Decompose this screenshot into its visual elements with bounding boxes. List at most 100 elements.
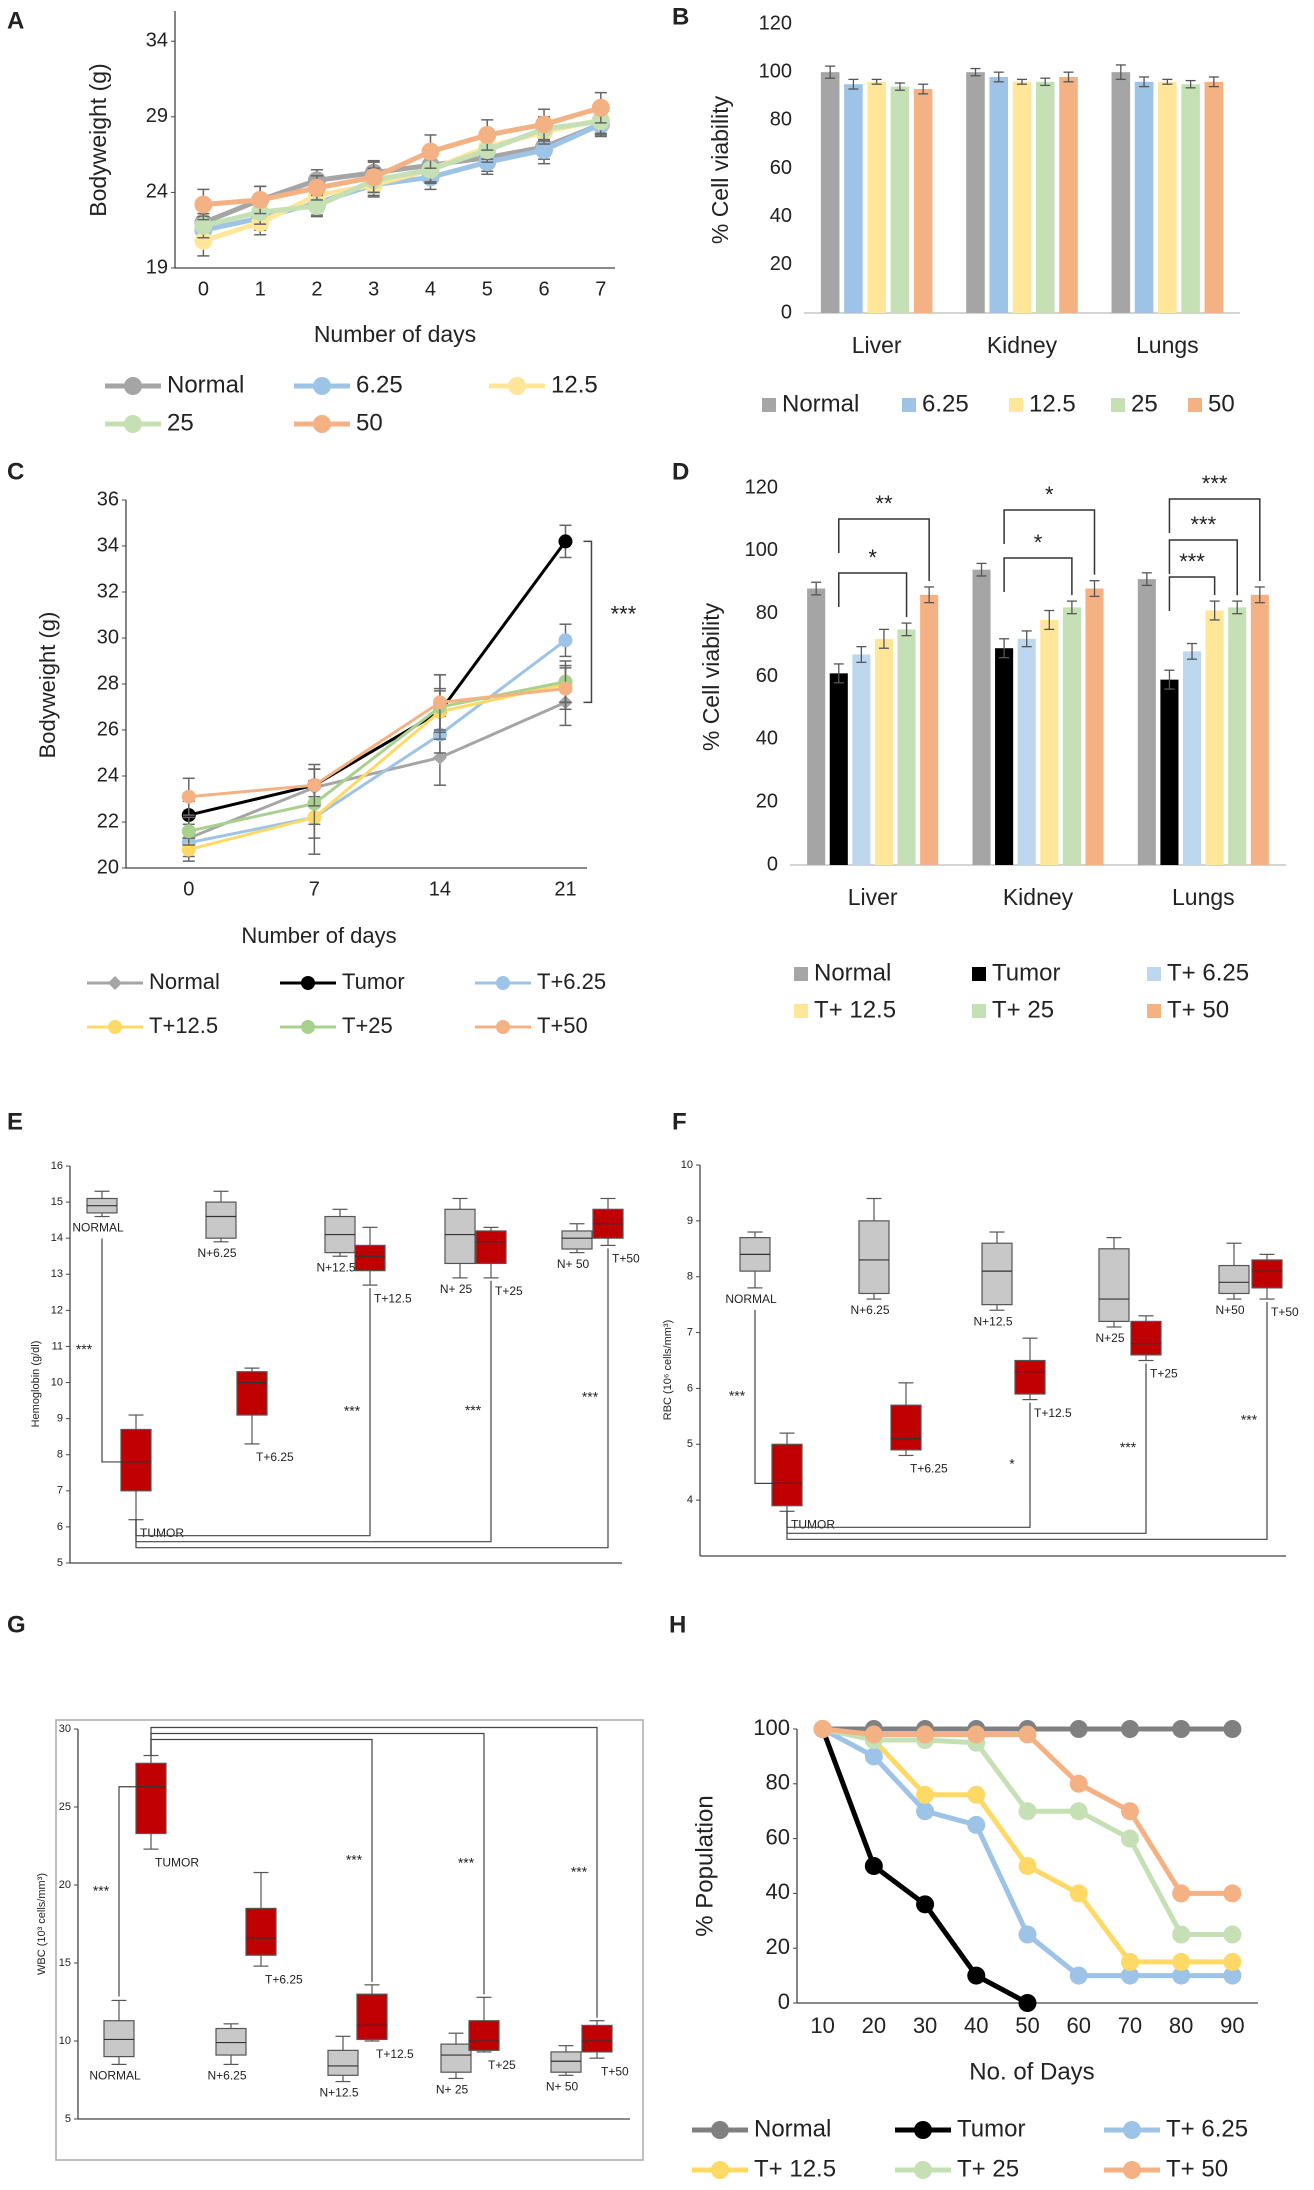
panel-label: B [672,3,689,30]
bar [1017,638,1036,865]
legend-label: Normal [814,959,891,986]
legend-swatch [972,1004,986,1018]
box-label: T+25 [488,2058,516,2072]
y-tick-label: 36 [97,488,119,510]
legend-label: T+ 50 [1166,2155,1228,2182]
box [890,1404,922,1451]
point [1223,1925,1242,1944]
legend-marker [914,2121,932,2139]
legend-swatch [1009,398,1023,412]
bar [829,673,848,865]
box-label: N+ 25 [436,2083,469,2097]
box-label: T+12.5 [374,1291,412,1305]
bar [897,629,916,865]
box [245,1907,277,1956]
bar [1228,607,1247,865]
y-tick-label: 26 [97,718,119,740]
point [1069,1720,1088,1738]
legend-label: T+25 [342,1013,393,1038]
legend-label: T+ 25 [992,996,1054,1023]
box [1218,1264,1250,1295]
box [356,1993,388,2041]
bar [1182,651,1202,865]
box-label: TUMOR [791,1517,835,1531]
point [194,195,213,214]
box [444,1208,476,1265]
panel-label: D [672,458,689,485]
point [181,842,196,857]
legend-label: Normal [782,390,859,417]
point [194,216,213,235]
y-tick-label: 100 [745,539,778,561]
legend-label: T+50 [537,1013,588,1038]
point [1120,1829,1139,1848]
y-tick-label: 15 [51,1196,63,1208]
y-tick-label: 25 [59,1801,71,1813]
significance-bracket [786,1302,1268,1540]
box-label: N+ 50 [557,1257,590,1271]
box-label: N+12.5 [316,1260,355,1274]
bar [913,89,933,314]
legend-marker [301,1020,315,1034]
x-tick-label: 0 [198,278,209,300]
bar [1059,76,1078,313]
box-label: T+6.25 [265,1972,303,1986]
point [558,534,573,549]
series-line [188,701,567,840]
box-label: T+25 [495,1284,523,1298]
panel-label: G [7,1611,26,1638]
point [591,98,610,117]
bar [874,638,894,865]
bar [1160,679,1179,865]
y-tick-label: 40 [766,1879,790,1904]
box [135,1762,167,1835]
y-axis-label: % Population [691,1795,718,1936]
y-tick-label: 40 [756,728,778,750]
panel-label: F [672,1108,687,1135]
box-label: N+6.25 [850,1303,889,1317]
significance-bracket [754,1309,772,1484]
legend-swatch [902,398,916,412]
legend-label: 50 [1208,390,1235,417]
point [1223,1952,1242,1971]
y-tick-label: 60 [756,665,778,687]
point [1172,1720,1191,1738]
panel-label: E [7,1108,23,1135]
box-label: T+12.5 [376,2047,414,2061]
box [205,1201,237,1239]
bar [1158,81,1177,313]
box-label: TUMOR [155,1855,199,1869]
y-tick-label: 120 [745,476,778,498]
bar [1134,81,1154,313]
box [858,1220,890,1295]
y-tick-label: 60 [766,1824,790,1849]
y-tick-label: 7 [57,1485,63,1497]
y-tick-label: 10 [59,2035,71,2047]
legend-label: 12.5 [1029,390,1076,417]
y-tick-label: 13 [51,1268,63,1280]
x-tick-label: Liver [852,332,902,358]
box-label: T+6.25 [910,1462,948,1476]
point [181,824,196,839]
box-label: TUMOR [140,1526,184,1540]
x-tick-label: Kidney [1003,884,1074,910]
x-tick-label: 0 [183,878,194,900]
legend-marker [124,415,142,433]
significance-label: *** [611,602,637,627]
y-axis-label: % Cell viability [707,95,733,244]
significance-label: *** [1241,1411,1258,1427]
point [864,1725,883,1744]
x-tick-label: 40 [964,2013,988,2038]
box [468,2020,500,2051]
box-label: T+6.25 [256,1450,294,1464]
point [1172,1952,1191,1971]
x-tick-label: 20 [862,2013,886,2038]
point [432,695,447,710]
legend-marker [108,976,122,990]
point [1018,1725,1037,1744]
significance-bracket [1003,557,1073,596]
point [1018,1857,1037,1875]
x-tick-label: 21 [554,878,576,900]
x-tick-label: 80 [1169,2013,1193,2038]
point [967,1966,986,1985]
